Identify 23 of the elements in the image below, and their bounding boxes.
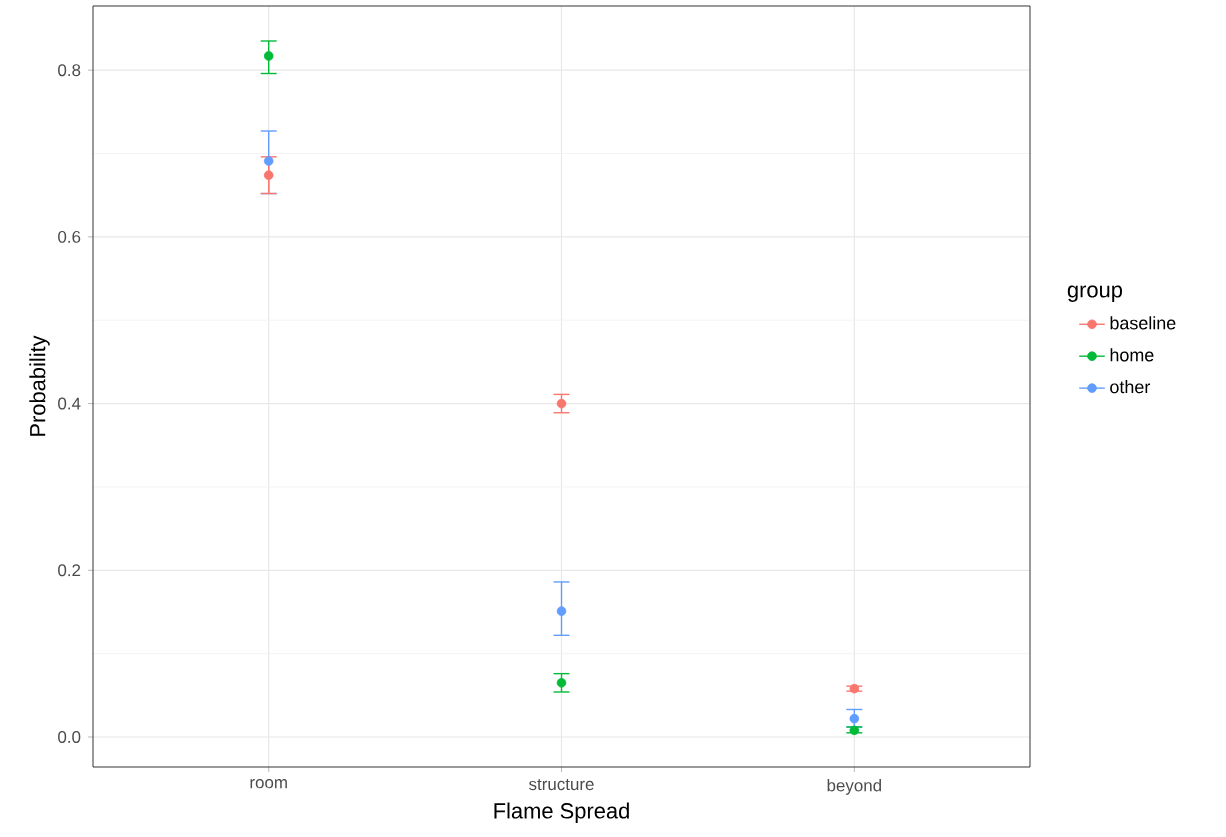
legend-title: group [1067, 285, 1123, 302]
point [849, 713, 860, 724]
point [849, 683, 860, 694]
y-tick-label: 0.2 [58, 564, 81, 577]
point [263, 156, 274, 166]
y-tick-label: 0.6 [58, 230, 81, 243]
x-tick-label: room [250, 779, 287, 789]
point [556, 678, 567, 688]
x-tick-label: beyond [827, 779, 882, 795]
x-tick-label: structure [529, 779, 594, 791]
legend-label: home [1110, 348, 1154, 362]
legend-label: baseline [1110, 316, 1176, 330]
y-axis-title: Probability [29, 335, 50, 436]
y-tick-label: 0.4 [58, 397, 81, 410]
legend-label: other [1110, 380, 1151, 394]
y-tick-label: 0.8 [58, 64, 81, 77]
point [556, 398, 567, 409]
point [263, 170, 274, 180]
y-tick-label: 0.0 [58, 731, 81, 743]
point [849, 725, 860, 736]
point [263, 51, 274, 61]
x-axis-title: Flame Spread [494, 802, 629, 823]
point [556, 606, 567, 616]
